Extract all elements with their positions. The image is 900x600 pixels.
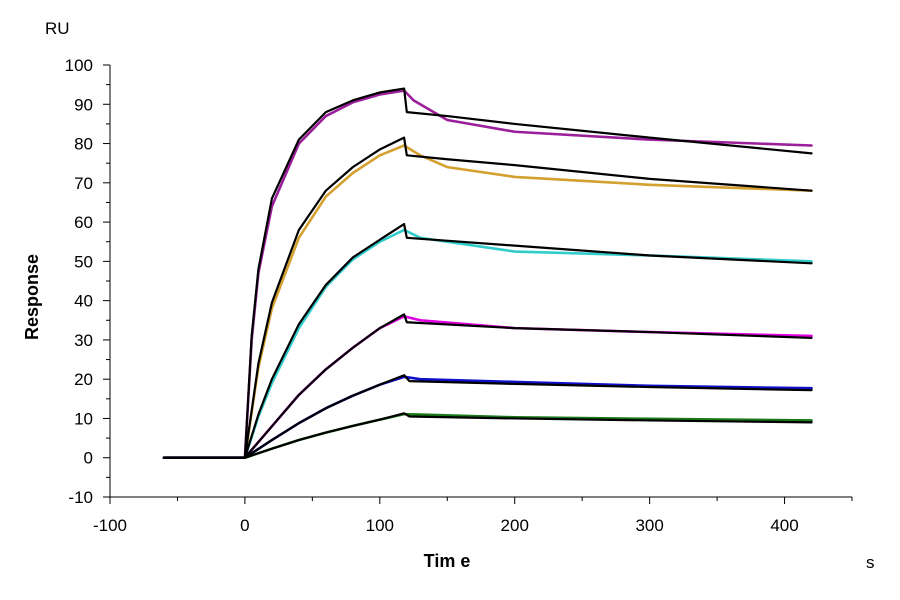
y-tick-label: -10 [68,488,93,507]
y-tick-label: 100 [65,56,93,75]
x-axis-title: Tim e [424,551,471,571]
y-tick-label: 20 [74,370,93,389]
axes [109,65,852,498]
fit-curve [162,313,813,459]
y-tick-label: 40 [74,292,93,311]
x-tick-label: 200 [501,516,529,535]
y-tick-label: 90 [74,95,93,114]
y-tick-label: 10 [74,409,93,428]
y-tick-label: 60 [74,213,93,232]
x-tick-label: 300 [635,516,663,535]
y-tick-label: 50 [74,252,93,271]
tick-marks [103,64,853,504]
measured-curve [162,89,813,460]
x-tick-label: 0 [240,516,249,535]
y-tick-label: 0 [84,449,93,468]
y-axis-title: Response [22,254,42,340]
fit-curve [162,374,813,459]
x-tick-label: 400 [770,516,798,535]
x-tick-label: -100 [93,516,127,535]
fit-curve [162,136,813,459]
fit-curve [162,412,813,459]
y-unit-label: RU [45,19,70,38]
series-layer [162,87,813,460]
x-tick-label: 100 [366,516,394,535]
y-tick-label: 80 [74,135,93,154]
y-tick-label: 30 [74,331,93,350]
y-tick-label: 70 [74,174,93,193]
x-unit-label: s [866,553,875,572]
fit-curve [162,87,813,459]
fit-curve [162,222,813,459]
